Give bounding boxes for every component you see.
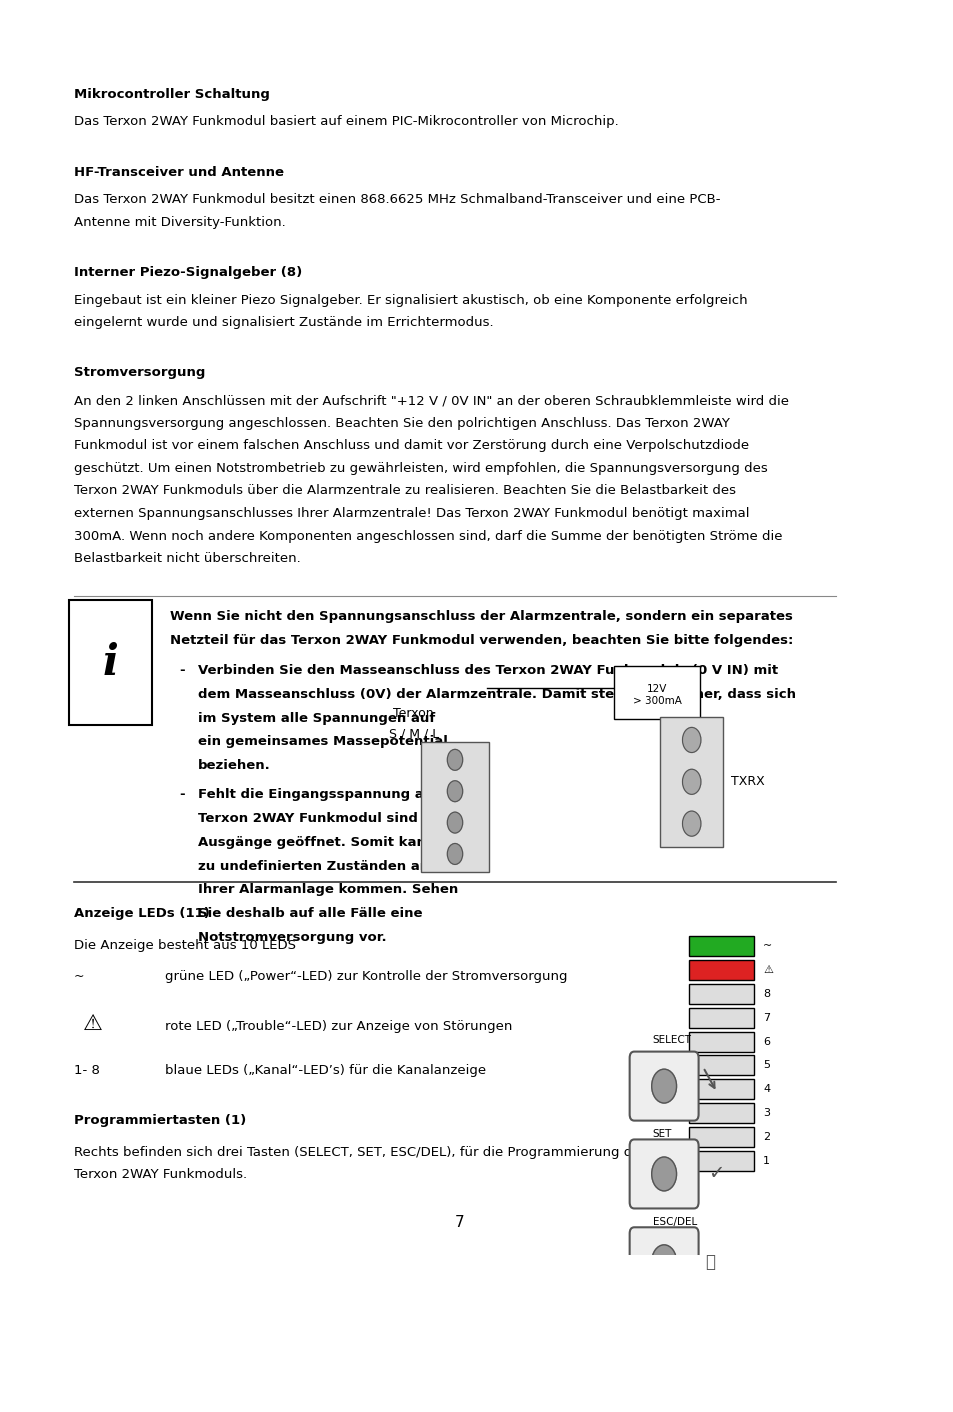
Text: ESC/DEL: ESC/DEL — [652, 1217, 696, 1227]
Text: dem Masseanschluss (0V) der Alarmzentrale. Damit stellen Sie sicher, dass sich: dem Masseanschluss (0V) der Alarmzentral… — [197, 688, 795, 700]
Bar — [689, 984, 753, 1004]
Text: ~: ~ — [73, 970, 84, 983]
Text: 4: 4 — [762, 1084, 769, 1094]
Bar — [689, 1008, 753, 1028]
Text: 3: 3 — [762, 1108, 769, 1118]
Text: Mikrocontroller Schaltung: Mikrocontroller Schaltung — [73, 88, 269, 100]
Text: Fehlt die Eingangsspannung am: Fehlt die Eingangsspannung am — [197, 788, 436, 801]
Text: TXRX: TXRX — [730, 775, 763, 788]
Text: blaue LEDs („Kanal“-LED’s) für die Kanalanzeige: blaue LEDs („Kanal“-LED’s) für die Kanal… — [165, 1065, 486, 1077]
Text: Funkmodul ist vor einem falschen Anschluss und damit vor Zerstörung durch eine V: Funkmodul ist vor einem falschen Anschlu… — [73, 439, 748, 452]
Text: 2: 2 — [762, 1132, 769, 1142]
FancyBboxPatch shape — [69, 600, 152, 726]
Text: Verbinden Sie den Masseanschluss des Terxon 2WAY Funkmoduls (0 V IN) mit: Verbinden Sie den Masseanschluss des Ter… — [197, 664, 777, 676]
Text: An den 2 linken Anschlüssen mit der Aufschrift "+12 V / 0V IN" an der oberen Sch: An den 2 linken Anschlüssen mit der Aufs… — [73, 394, 788, 407]
Text: ✓: ✓ — [707, 1165, 723, 1183]
Text: Sie deshalb auf alle Fälle eine: Sie deshalb auf alle Fälle eine — [197, 908, 421, 921]
Text: -: - — [179, 788, 185, 801]
Circle shape — [651, 1245, 676, 1279]
Circle shape — [447, 843, 462, 864]
Text: 12V
> 300mA: 12V > 300mA — [632, 685, 681, 706]
Text: rote LED („Trouble“-LED) zur Anzeige von Störungen: rote LED („Trouble“-LED) zur Anzeige von… — [165, 1021, 513, 1034]
Text: grüne LED („Power“-LED) zur Kontrolle der Stromversorgung: grüne LED („Power“-LED) zur Kontrolle de… — [165, 970, 567, 983]
Text: Eingebaut ist ein kleiner Piezo Signalgeber. Er signalisiert akustisch, ob eine : Eingebaut ist ein kleiner Piezo Signalge… — [73, 294, 746, 306]
FancyBboxPatch shape — [629, 1139, 698, 1209]
Text: Terxon 2WAY Funkmoduls.: Terxon 2WAY Funkmoduls. — [73, 1168, 247, 1182]
Text: Belastbarkeit nicht überschreiten.: Belastbarkeit nicht überschreiten. — [73, 552, 300, 565]
Text: zu undefinierten Zuständen an: zu undefinierten Zuständen an — [197, 860, 428, 873]
Text: Ihrer Alarmanlage kommen. Sehen: Ihrer Alarmanlage kommen. Sehen — [197, 884, 457, 897]
Text: -: - — [179, 664, 185, 676]
Text: Wenn Sie nicht den Spannungsanschluss der Alarmzentrale, sondern ein separates: Wenn Sie nicht den Spannungsanschluss de… — [170, 610, 792, 623]
FancyBboxPatch shape — [629, 1052, 698, 1121]
Text: Rechts befinden sich drei Tasten (SELECT, SET, ESC/DEL), für die Programmierung : Rechts befinden sich drei Tasten (SELECT… — [73, 1145, 646, 1159]
Text: SET: SET — [652, 1130, 671, 1139]
FancyBboxPatch shape — [420, 741, 489, 873]
Text: geschützt. Um einen Notstrombetrieb zu gewährleisten, wird empfohlen, die Spannu: geschützt. Um einen Notstrombetrieb zu g… — [73, 462, 766, 474]
Text: Das Terxon 2WAY Funkmodul basiert auf einem PIC-Mikrocontroller von Microchip.: Das Terxon 2WAY Funkmodul basiert auf ei… — [73, 116, 618, 128]
Text: eingelernt wurde und signalisiert Zustände im Errichtermodus.: eingelernt wurde und signalisiert Zustän… — [73, 316, 493, 329]
Circle shape — [651, 1069, 676, 1103]
Text: im System alle Spannungen auf: im System alle Spannungen auf — [197, 712, 435, 724]
Text: 1- 8: 1- 8 — [73, 1065, 99, 1077]
Text: Netzteil für das Terxon 2WAY Funkmodul verwenden, beachten Sie bitte folgendes:: Netzteil für das Terxon 2WAY Funkmodul v… — [170, 634, 793, 647]
Text: Das Terxon 2WAY Funkmodul besitzt einen 868.6625 MHz Schmalband-Transceiver und : Das Terxon 2WAY Funkmodul besitzt einen … — [73, 193, 720, 206]
Text: 5: 5 — [762, 1060, 769, 1070]
Bar — [689, 1079, 753, 1100]
Text: Die Anzeige besteht aus 10 LEDS: Die Anzeige besteht aus 10 LEDS — [73, 939, 295, 952]
Text: i: i — [102, 641, 118, 683]
Text: 7: 7 — [455, 1214, 464, 1230]
FancyBboxPatch shape — [629, 1227, 698, 1296]
Text: Terxon 2WAY Funkmodul sind alle: Terxon 2WAY Funkmodul sind alle — [197, 812, 449, 825]
Text: 7: 7 — [762, 1012, 769, 1022]
Text: 6: 6 — [762, 1036, 769, 1046]
Text: SELECT: SELECT — [652, 1035, 691, 1045]
Text: Interner Piezo-Signalgeber (8): Interner Piezo-Signalgeber (8) — [73, 265, 301, 280]
Text: Ausgänge geöffnet. Somit kann es: Ausgänge geöffnet. Somit kann es — [197, 836, 456, 849]
Circle shape — [681, 727, 700, 753]
Text: Antenne mit Diversity-Funktion.: Antenne mit Diversity-Funktion. — [73, 216, 285, 229]
Bar — [689, 1103, 753, 1123]
Text: externen Spannungsanschlusses Ihrer Alarmzentrale! Das Terxon 2WAY Funkmodul ben: externen Spannungsanschlusses Ihrer Alar… — [73, 507, 748, 520]
Text: 1: 1 — [762, 1156, 769, 1166]
FancyBboxPatch shape — [659, 716, 722, 847]
Circle shape — [681, 770, 700, 795]
Text: Notstromversorgung vor.: Notstromversorgung vor. — [197, 931, 386, 945]
Text: ⚠: ⚠ — [762, 964, 772, 976]
Text: Terxon: Terxon — [393, 706, 434, 720]
Text: ~: ~ — [762, 942, 771, 952]
Circle shape — [651, 1156, 676, 1190]
Text: beziehen.: beziehen. — [197, 760, 270, 772]
Bar — [689, 936, 753, 956]
Bar — [689, 960, 753, 980]
FancyBboxPatch shape — [614, 666, 700, 719]
Circle shape — [447, 750, 462, 771]
Text: HF-Transceiver und Antenne: HF-Transceiver und Antenne — [73, 165, 283, 179]
Text: 8: 8 — [762, 988, 769, 998]
Text: 300mA. Wenn noch andere Komponenten angeschlossen sind, darf die Summe der benöt: 300mA. Wenn noch andere Komponenten ange… — [73, 530, 781, 542]
Circle shape — [447, 781, 462, 802]
Bar — [689, 1151, 753, 1171]
Text: S / M / L: S / M / L — [388, 727, 438, 741]
Text: ⚠: ⚠ — [83, 1014, 103, 1034]
Bar — [689, 1032, 753, 1052]
Text: 🗑: 🗑 — [704, 1252, 715, 1271]
Text: Anzeige LEDs (11): Anzeige LEDs (11) — [73, 908, 210, 921]
Bar — [689, 1055, 753, 1076]
Text: Spannungsversorgung angeschlossen. Beachten Sie den polrichtigen Anschluss. Das : Spannungsversorgung angeschlossen. Beach… — [73, 417, 729, 429]
Text: ein gemeinsames Massepotential: ein gemeinsames Massepotential — [197, 736, 447, 748]
Bar — [689, 1127, 753, 1147]
Circle shape — [681, 810, 700, 836]
Circle shape — [447, 812, 462, 833]
Text: Programmiertasten (1): Programmiertasten (1) — [73, 1114, 246, 1127]
Text: Terxon 2WAY Funkmoduls über die Alarmzentrale zu realisieren. Beachten Sie die B: Terxon 2WAY Funkmoduls über die Alarmzen… — [73, 484, 735, 497]
Text: Stromversorgung: Stromversorgung — [73, 367, 205, 380]
